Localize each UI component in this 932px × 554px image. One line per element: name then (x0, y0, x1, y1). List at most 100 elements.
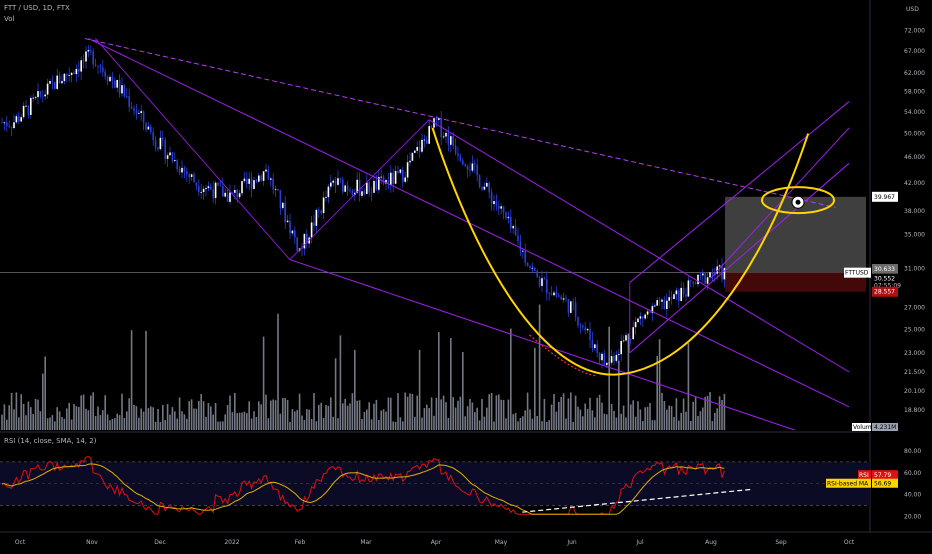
volume-bar (714, 412, 716, 430)
candle-body (325, 197, 327, 198)
candle-body (450, 136, 452, 145)
candle-body (97, 65, 99, 67)
upper-price-tag-bg (872, 264, 898, 275)
candle-body (498, 205, 500, 209)
candle-body (651, 306, 654, 313)
volume-bar (322, 417, 325, 430)
volume-bar (54, 421, 56, 430)
candle-body (380, 176, 382, 178)
candle-body (279, 190, 282, 209)
candle-body (526, 262, 529, 267)
volume-bar (152, 407, 154, 430)
volume-bar (68, 402, 70, 430)
volume-bar (675, 398, 678, 430)
target-price-tag: 39.967 (874, 194, 895, 201)
volume-bar (601, 402, 603, 430)
volume-bar (46, 418, 49, 430)
candle-body (313, 222, 315, 226)
volume-bar (682, 398, 685, 430)
candle-body (346, 185, 349, 191)
price-axis-tick: 21.500 (904, 369, 925, 376)
candle-body (622, 340, 625, 342)
candle-body (426, 139, 428, 144)
candle-body (99, 65, 102, 68)
volume-bar (346, 405, 349, 430)
candle-body (315, 209, 318, 226)
volume-bar (116, 413, 118, 430)
candle-body (13, 122, 15, 129)
candle-body (250, 178, 253, 189)
candle-body (296, 237, 298, 251)
candle-body (3, 122, 6, 124)
price-axis-tick: 27.000 (904, 305, 925, 312)
candle-body (649, 311, 651, 313)
volume-bar (390, 397, 392, 430)
candle-body (351, 190, 354, 195)
price-axis-tick: 31.000 (904, 266, 925, 273)
candle-body (673, 294, 675, 300)
candle-body (78, 68, 80, 72)
volume-bar (642, 421, 644, 430)
volume-bar (332, 416, 334, 430)
candle-body (22, 105, 25, 118)
volume-bar (711, 421, 714, 430)
volume-bar (694, 397, 697, 430)
candle-body (111, 76, 114, 81)
volume-bar (522, 416, 524, 430)
volume-bar (250, 418, 253, 430)
candle-body (404, 177, 406, 182)
volume-bar (699, 411, 702, 430)
candle-body (49, 81, 51, 84)
volume-bar (78, 407, 80, 430)
desc-channel2-upper (428, 119, 850, 373)
volume-bar (433, 415, 435, 430)
candle-body (207, 186, 210, 189)
volume-value-tag: 4.231M (874, 424, 896, 431)
rsi-support-trendline (522, 488, 754, 513)
volume-bar (90, 395, 92, 430)
candle-body (682, 287, 685, 295)
time-axis-label: Mar (360, 539, 372, 546)
candle-body (488, 182, 490, 193)
price-axis-tick: 54.000 (904, 109, 925, 116)
low-dotted-line (529, 334, 596, 377)
desc-channel-lower (289, 259, 795, 431)
candle-body (186, 171, 188, 175)
volume-bar (284, 397, 286, 430)
candle-body (37, 91, 39, 98)
candle-body (46, 83, 49, 95)
candle-body (558, 295, 560, 297)
candle-body (519, 241, 522, 251)
volume-group (1, 304, 726, 430)
volume-bar (548, 420, 550, 430)
volume-bar (406, 396, 409, 430)
volume-bar (10, 392, 13, 430)
volume-bar (224, 414, 226, 430)
candle-body (51, 81, 54, 83)
volume-bar (430, 397, 433, 430)
candle-body (546, 279, 548, 294)
volume-bar (572, 421, 574, 430)
candle-body (106, 76, 109, 82)
volume-bar (6, 419, 8, 430)
volume-bar (159, 421, 162, 430)
candle-body (663, 299, 666, 310)
rsi-group (1, 455, 725, 515)
candle-body (721, 265, 723, 280)
candle-body (63, 73, 66, 82)
price-axis-tick: 23.000 (904, 350, 925, 357)
volume-bar (586, 408, 589, 430)
volume-bar (678, 420, 680, 430)
candle-body (30, 98, 32, 115)
time-axis-label: Feb (295, 539, 306, 546)
volume-bar (529, 409, 531, 430)
candle-body (289, 220, 291, 234)
volume-bar (577, 406, 579, 430)
volume-bar (243, 411, 246, 430)
volume-bar (258, 401, 260, 430)
candle-body (704, 273, 706, 284)
volume-bar (447, 417, 450, 430)
candle-body (58, 75, 61, 84)
